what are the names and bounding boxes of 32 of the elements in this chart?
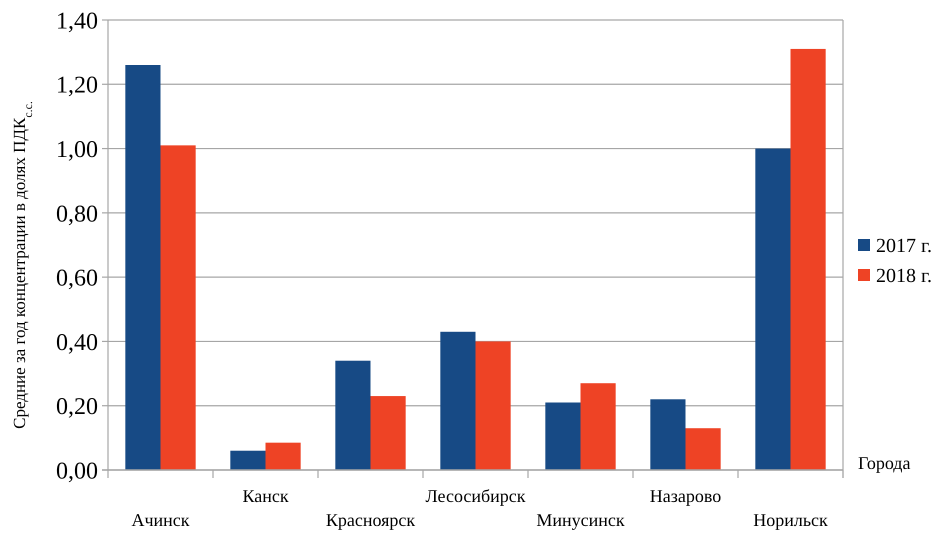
legend-label: 2018 г. (876, 265, 932, 287)
bar (650, 399, 686, 470)
y-tick-label: 0,60 (56, 266, 98, 292)
bar (755, 148, 790, 470)
x-tick-label: Ачинск (131, 510, 190, 530)
x-tick-label: Красноярск (326, 510, 416, 530)
bar (266, 442, 301, 470)
y-tick-label: 0,40 (56, 330, 98, 356)
bar (230, 450, 266, 470)
bar (160, 145, 196, 470)
bar (580, 383, 616, 470)
legend-label: 2017 г. (876, 235, 932, 257)
x-tick-label: Лесосибирск (425, 486, 526, 506)
x-tick-label: Канск (242, 486, 289, 506)
bar (440, 332, 476, 470)
y-tick-label: 0,80 (56, 201, 98, 228)
bar (476, 341, 511, 470)
x-tick-label: Норильск (753, 510, 828, 530)
y-tick-label: 0,20 (56, 394, 98, 420)
x-tick-label: Назарово (650, 486, 722, 506)
y-tick-label: 1,00 (56, 136, 98, 163)
y-tick-label: 1,40 (56, 8, 98, 34)
bar (335, 360, 370, 470)
bar (125, 65, 160, 470)
bar (686, 428, 721, 470)
x-tick-label: Минусинск (536, 510, 625, 530)
y-tick-label: 0,00 (56, 458, 98, 484)
x-axis-title: Города (858, 453, 910, 473)
bar (790, 48, 826, 470)
y-tick-label: 1,20 (56, 72, 98, 99)
bar (370, 396, 406, 470)
bar (545, 402, 580, 470)
